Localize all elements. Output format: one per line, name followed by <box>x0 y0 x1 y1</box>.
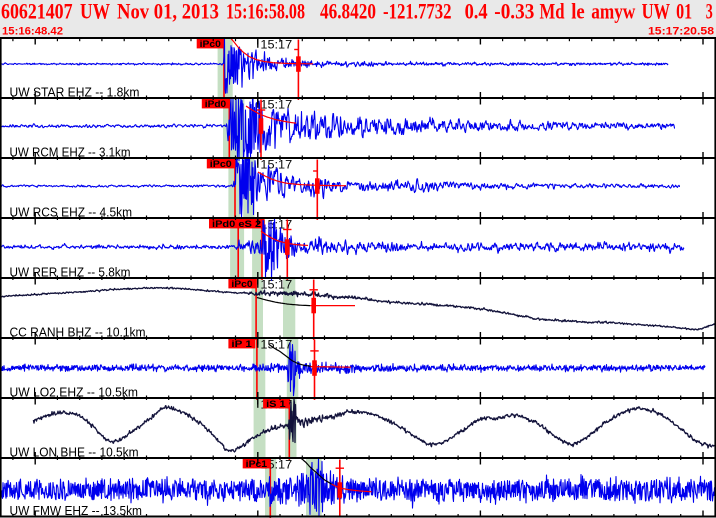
svg-text:iP 1: iP 1 <box>231 339 252 350</box>
svg-text:46.8420: 46.8420 <box>320 0 376 23</box>
svg-text:15:17:20.58: 15:17:20.58 <box>648 26 714 38</box>
svg-text:UW LO2 EHZ -- 10.5km: UW LO2 EHZ -- 10.5km <box>10 384 139 399</box>
svg-text:-121.7732: -121.7732 <box>383 0 452 23</box>
svg-text:Md: Md <box>540 0 565 23</box>
svg-text:15:16:48.42: 15:16:48.42 <box>2 26 63 38</box>
svg-text:iPc0: iPc0 <box>200 39 221 50</box>
svg-text:15:17: 15:17 <box>260 98 292 112</box>
svg-text:iPc0: iPc0 <box>231 279 252 290</box>
svg-text:UW RER EHZ -- 5.8km: UW RER EHZ -- 5.8km <box>10 264 131 279</box>
svg-text:iPd0: iPd0 <box>205 99 226 110</box>
svg-text:15:17: 15:17 <box>260 338 292 352</box>
svg-text:UW RCS EHZ -- 4.5km: UW RCS EHZ -- 4.5km <box>10 204 133 219</box>
svg-text:UW: UW <box>642 0 671 23</box>
svg-text:UW STAR EHZ -- 1.8km: UW STAR EHZ -- 1.8km <box>10 84 140 99</box>
svg-text:UW LON BHE -- 10.5km: UW LON BHE -- 10.5km <box>10 444 139 459</box>
svg-text:iS 1: iS 1 <box>266 399 286 410</box>
svg-text:Nov 01, 2013: Nov 01, 2013 <box>117 0 219 23</box>
svg-text:-0.33: -0.33 <box>494 0 534 23</box>
svg-text:3: 3 <box>706 0 713 23</box>
svg-text:iPc0: iPc0 <box>210 159 232 170</box>
svg-text:UW RCM EHZ -- 3.1km: UW RCM EHZ -- 3.1km <box>10 144 131 159</box>
svg-text:amyw: amyw <box>591 0 635 23</box>
svg-text:15:17: 15:17 <box>260 278 292 292</box>
svg-text:15:16:58.08: 15:16:58.08 <box>226 0 305 23</box>
svg-text:UW: UW <box>80 0 110 23</box>
svg-text:0.4: 0.4 <box>465 0 488 23</box>
svg-text:CC RANH BHZ -- 10.1km: CC RANH BHZ -- 10.1km <box>10 324 146 339</box>
svg-text:iPd0 eS 2: iPd0 eS 2 <box>212 219 261 230</box>
svg-text:15:17: 15:17 <box>260 38 292 52</box>
svg-text:le: le <box>571 0 585 23</box>
svg-text:60621407: 60621407 <box>1 0 73 23</box>
svg-text:UW FMW EHZ -- 13.5km: UW FMW EHZ -- 13.5km <box>10 503 143 518</box>
svg-text:01: 01 <box>676 0 692 23</box>
svg-text:iPc1: iPc1 <box>246 459 268 470</box>
